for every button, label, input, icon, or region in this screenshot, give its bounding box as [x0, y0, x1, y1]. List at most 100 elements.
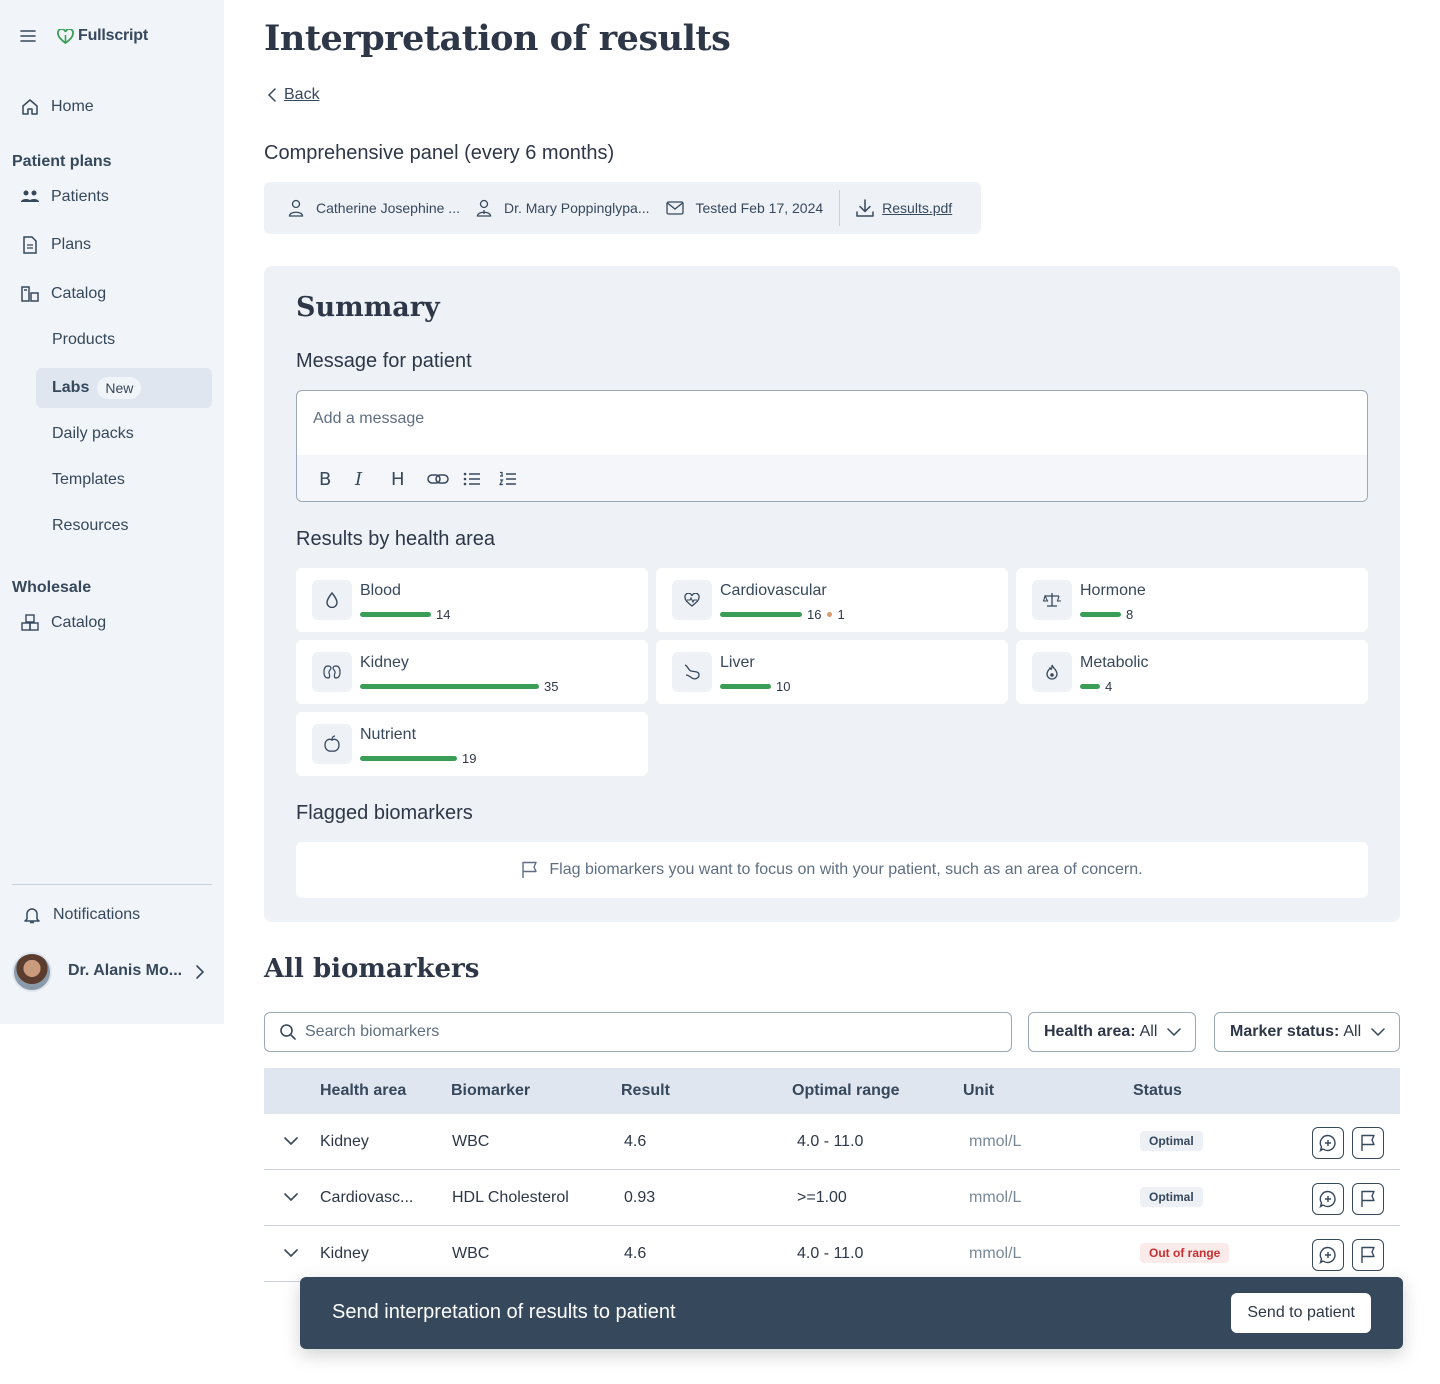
all-biomarkers-title: All biomarkers — [264, 954, 480, 984]
sidebar-divider — [12, 884, 212, 885]
back-link[interactable]: Back — [268, 86, 320, 104]
sidebar-item-templates[interactable]: Templates — [52, 471, 125, 488]
health-area-card-metabolic[interactable]: Metabolic 4 — [1016, 640, 1368, 704]
sidebar-item-plans[interactable]: Plans — [20, 233, 91, 257]
optimal-bar — [720, 684, 771, 689]
tested-date-text: Tested Feb 17, 2024 — [695, 200, 824, 216]
optimal-count: 10 — [776, 679, 791, 694]
menu-icon[interactable] — [20, 29, 36, 43]
italic-button[interactable]: I — [355, 468, 363, 490]
column-header[interactable]: Result — [621, 1082, 670, 1099]
result-cell: 0.93 — [624, 1189, 656, 1206]
sidebar-item-home[interactable]: Home — [20, 95, 94, 119]
bullet-list-button[interactable] — [463, 467, 499, 491]
optimal-bar — [360, 756, 457, 761]
table-row[interactable]: Kidney WBC 4.6 4.0 - 11.0 mmol/L Out of … — [264, 1226, 1400, 1282]
catalog-icon — [20, 284, 40, 304]
expand-row-icon[interactable] — [284, 1132, 298, 1150]
flame-icon — [1032, 652, 1072, 692]
sidebar-item-patients[interactable]: Patients — [20, 185, 109, 209]
column-header[interactable]: Optimal range — [792, 1082, 900, 1099]
results-pdf-link[interactable]: Results.pdf — [856, 199, 952, 217]
table-row[interactable]: Cardiovasc... HDL Cholesterol 0.93 >=1.0… — [264, 1170, 1400, 1226]
sidebar: Fullscript Home Patient plans Patients P… — [0, 0, 224, 1024]
health-area-filter[interactable]: Health area: All — [1028, 1012, 1197, 1052]
optimal-bar — [720, 612, 802, 617]
column-header[interactable]: Status — [1133, 1082, 1182, 1099]
status-badge: Optimal — [1140, 1131, 1203, 1151]
sidebar-item-catalog[interactable]: Catalog — [20, 282, 106, 306]
column-header[interactable]: Health area — [320, 1082, 407, 1099]
search-biomarkers-input[interactable]: Search biomarkers — [264, 1012, 1012, 1052]
sidebar-item-notifications[interactable]: Notifications — [22, 903, 140, 927]
optimal-count: 8 — [1126, 607, 1134, 622]
boxes-icon — [20, 613, 40, 633]
patient-info: Catherine Josephine ... — [288, 199, 460, 217]
optimal-bar — [1080, 684, 1100, 689]
person-icon — [288, 199, 310, 217]
optimal-count: 16 — [807, 607, 822, 622]
status-badge: Optimal — [1140, 1187, 1203, 1207]
home-icon — [20, 97, 40, 117]
sidebar-item-wholesale-catalog[interactable]: Catalog — [20, 611, 106, 635]
health-area-bars: 10 — [720, 679, 796, 694]
column-header[interactable]: Biomarker — [451, 1082, 531, 1099]
chevron-right-icon[interactable] — [195, 964, 205, 985]
health-area-cell: Kidney — [320, 1133, 369, 1150]
unit-cell: mmol/L — [969, 1189, 1022, 1206]
optimal-bar — [360, 684, 539, 689]
expand-row-icon[interactable] — [284, 1244, 298, 1262]
health-area-name: Metabolic — [1080, 654, 1149, 671]
flag-button[interactable] — [1352, 1183, 1384, 1215]
optimal-count: 35 — [544, 679, 559, 694]
fullscript-logo[interactable]: Fullscript — [57, 27, 148, 45]
unit-cell: mmol/L — [969, 1245, 1022, 1262]
marker-status-filter[interactable]: Marker status: All — [1214, 1012, 1401, 1052]
results-by-area-heading: Results by health area — [296, 528, 496, 550]
health-area-card-liver[interactable]: Liver 10 — [656, 640, 1008, 704]
health-area-card-nutrient[interactable]: Nutrient 19 — [296, 712, 648, 776]
expand-row-icon[interactable] — [284, 1188, 298, 1206]
message-heading: Message for patient — [296, 350, 472, 372]
flag-button[interactable] — [1352, 1239, 1384, 1271]
sidebar-item-products[interactable]: Products — [52, 331, 116, 348]
health-area-card-blood[interactable]: Blood 14 — [296, 568, 648, 632]
add-comment-button[interactable] — [1312, 1239, 1344, 1271]
health-area-bars: 35 — [360, 679, 564, 694]
add-comment-button[interactable] — [1312, 1127, 1344, 1159]
bullet-list-icon — [463, 472, 480, 486]
health-area-name: Nutrient — [360, 726, 417, 743]
add-comment-button[interactable] — [1312, 1183, 1344, 1215]
heading-button[interactable]: H — [391, 468, 405, 490]
sidebar-item-resources[interactable]: Resources — [52, 517, 129, 534]
patient-name: Catherine Josephine ... — [316, 200, 460, 216]
link-button[interactable] — [427, 467, 463, 491]
health-area-card-cardiovascular[interactable]: Cardiovascular 16 1 — [656, 568, 1008, 632]
send-to-patient-button[interactable]: Send to patient — [1231, 1293, 1371, 1333]
pdf-label: Results.pdf — [882, 200, 953, 216]
message-editor[interactable]: Add a message B I H — [296, 390, 1368, 502]
health-area-card-hormone[interactable]: Hormone 8 — [1016, 568, 1368, 632]
column-header[interactable]: Unit — [963, 1082, 995, 1099]
bold-button[interactable]: B — [319, 468, 332, 490]
avatar[interactable] — [12, 952, 52, 992]
user-name[interactable]: Dr. Alanis Mo... — [68, 962, 183, 979]
scale-icon — [1032, 580, 1072, 620]
comment-icon — [1319, 1246, 1336, 1264]
health-area-name: Kidney — [360, 654, 409, 671]
logo-text: Fullscript — [78, 27, 149, 44]
sidebar-item-daily-packs[interactable]: Daily packs — [52, 425, 134, 442]
message-input[interactable]: Add a message — [313, 410, 425, 427]
health-area-card-kidney[interactable]: Kidney 35 — [296, 640, 648, 704]
out-of-range-count: 1 — [837, 607, 845, 622]
users-icon — [20, 187, 40, 207]
health-area-cell: Kidney — [320, 1245, 369, 1262]
health-area-name: Hormone — [1080, 582, 1146, 599]
numbered-list-button[interactable] — [499, 467, 535, 491]
sidebar-item-label: Patients — [51, 188, 109, 205]
page-title: Interpretation of results — [264, 18, 731, 59]
table-row[interactable]: Kidney WBC 4.6 4.0 - 11.0 mmol/L Optimal — [264, 1114, 1400, 1170]
sidebar-item-labs[interactable]: Labs New — [36, 368, 212, 408]
sidebar-heading-patient-plans: Patient plans — [12, 153, 112, 170]
flag-button[interactable] — [1352, 1127, 1384, 1159]
